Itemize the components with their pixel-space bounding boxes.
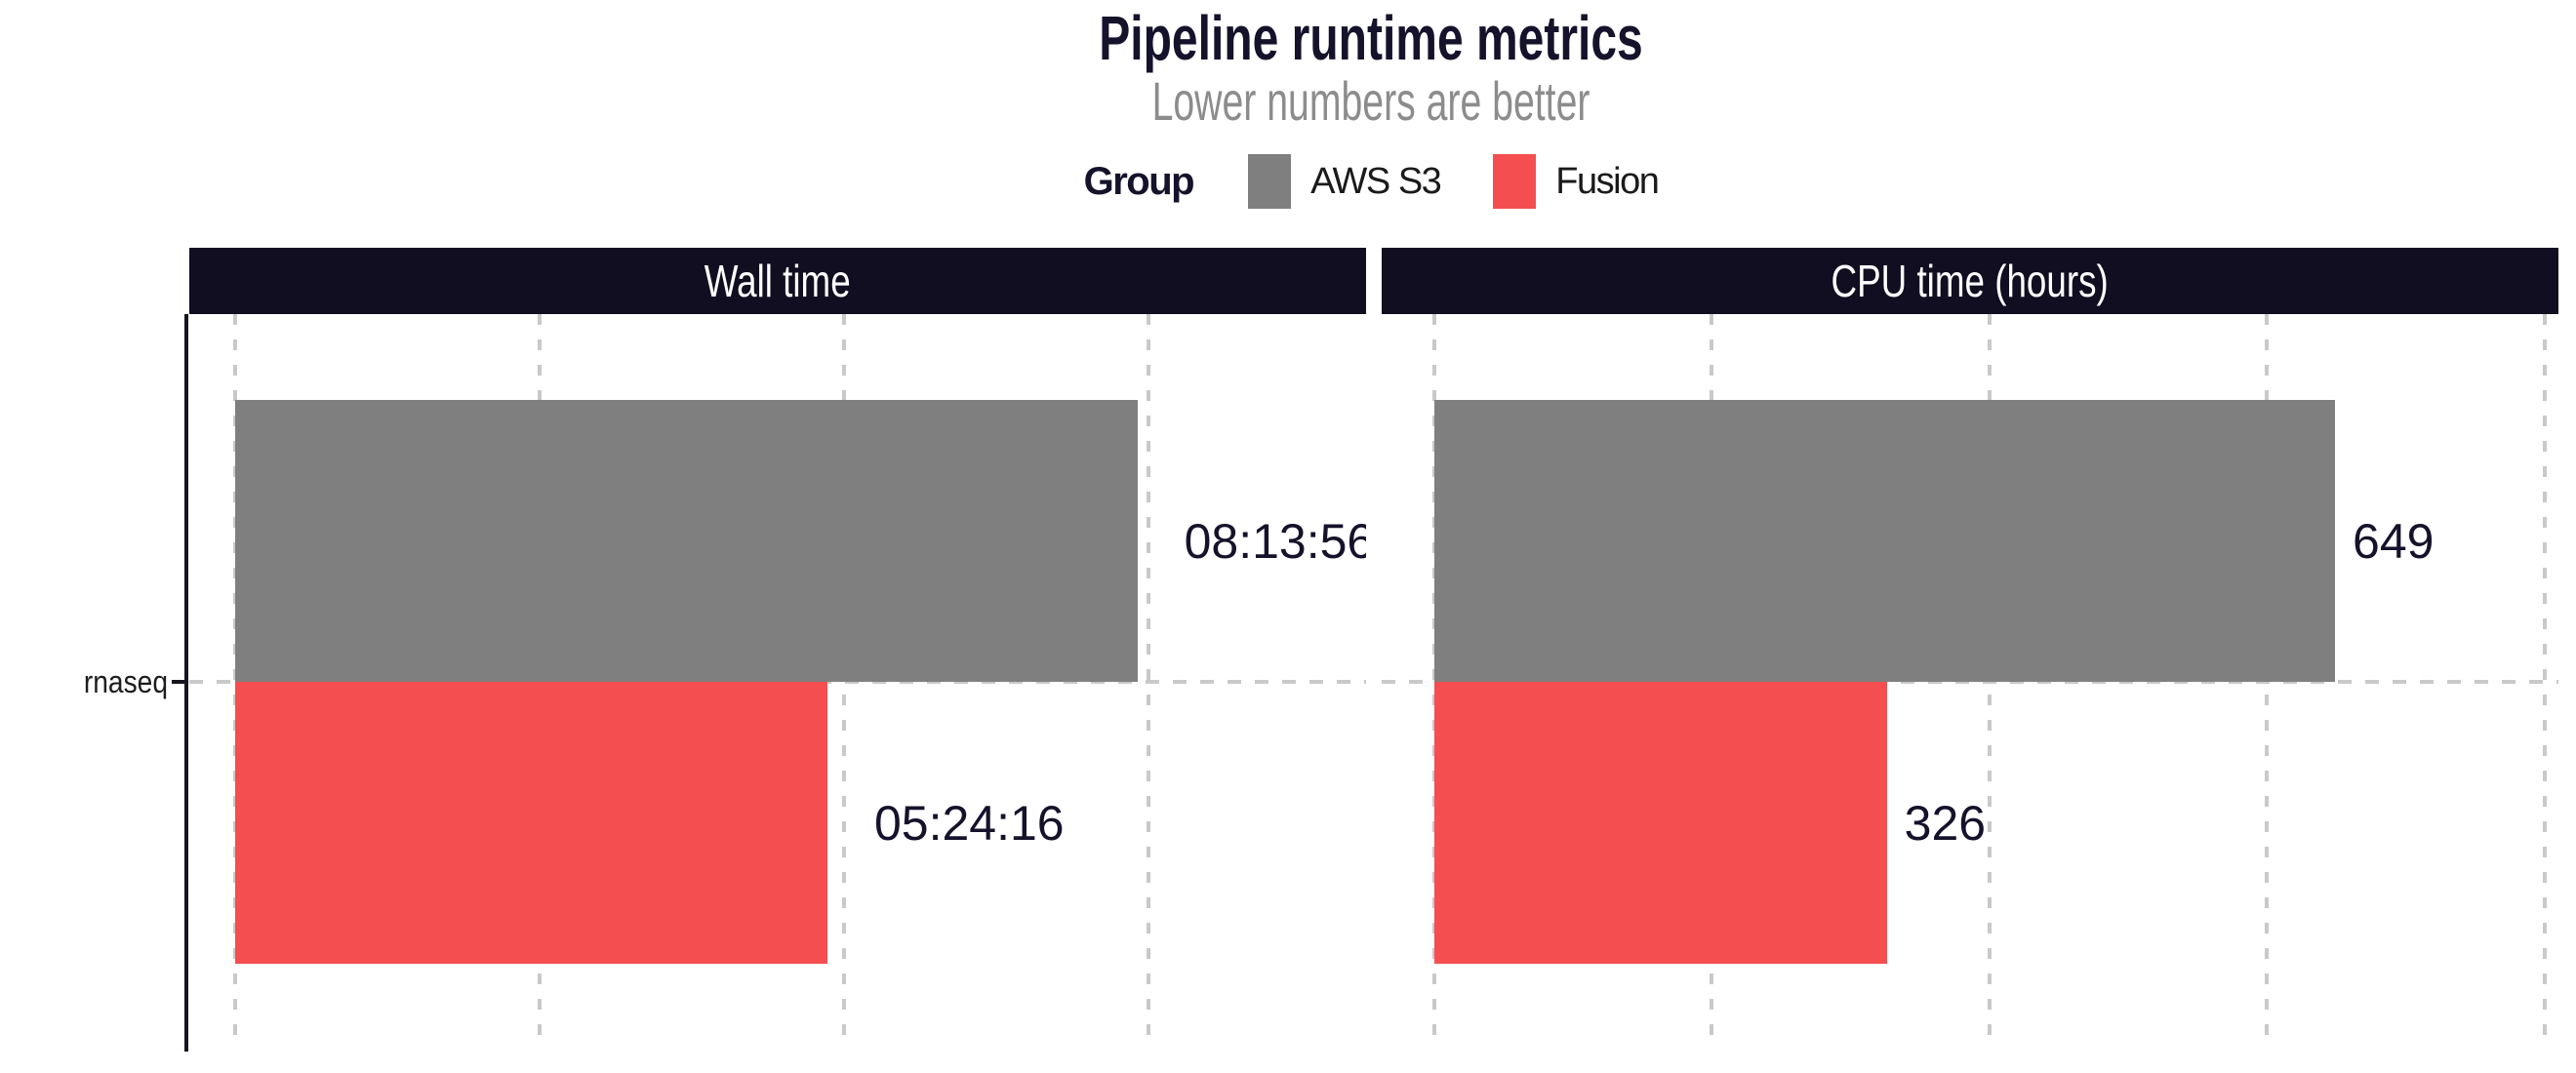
- bar-value-label-aws-s3: 649: [2353, 513, 2435, 569]
- bar-fusion: [1434, 682, 1887, 964]
- bar-fusion: [235, 682, 827, 964]
- bar-value-label-fusion: 05:24:16: [873, 795, 1065, 851]
- legend-label-fusion: Fusion: [1555, 160, 1660, 202]
- y-axis-tick-rnaseq: [172, 680, 185, 684]
- legend-swatch-fusion: [1493, 154, 1537, 209]
- bar-aws-s3: [235, 400, 1138, 682]
- facet-strip-wall-time: Wall time: [189, 248, 1366, 314]
- facet-strip-wall-time-label: Wall time: [704, 256, 851, 306]
- legend: Group AWS S3 Fusion: [166, 154, 2576, 209]
- y-axis-label-rnaseq: rnaseq: [83, 664, 168, 699]
- y-axis-line: [184, 314, 188, 1052]
- chart-subtitle: Lower numbers are better: [1151, 70, 1590, 132]
- chart-title: Pipeline runtime metrics: [1099, 3, 1643, 73]
- panel-cpu-time: 649 326: [1382, 314, 2558, 1052]
- legend-label-aws-s3: AWS S3: [1310, 160, 1442, 202]
- bar-value-label-aws-s3: 08:13:56: [1184, 513, 1366, 569]
- panel-wall-time: 08:13:56 05:24:16: [189, 314, 1366, 1052]
- legend-swatch-aws-s3: [1248, 154, 1292, 209]
- legend-item-aws-s3: AWS S3: [1248, 154, 1442, 209]
- legend-item-fusion: Fusion: [1493, 154, 1660, 209]
- y-gridline-rnaseq: [1382, 680, 2558, 684]
- bar-value-label-fusion: 326: [1904, 795, 1987, 851]
- legend-title: Group: [1083, 159, 1195, 203]
- facet-strip-cpu-time-label: CPU time (hours): [1831, 256, 2110, 306]
- bar-aws-s3: [1434, 400, 2336, 682]
- facet-strip-cpu-time: CPU time (hours): [1382, 248, 2558, 314]
